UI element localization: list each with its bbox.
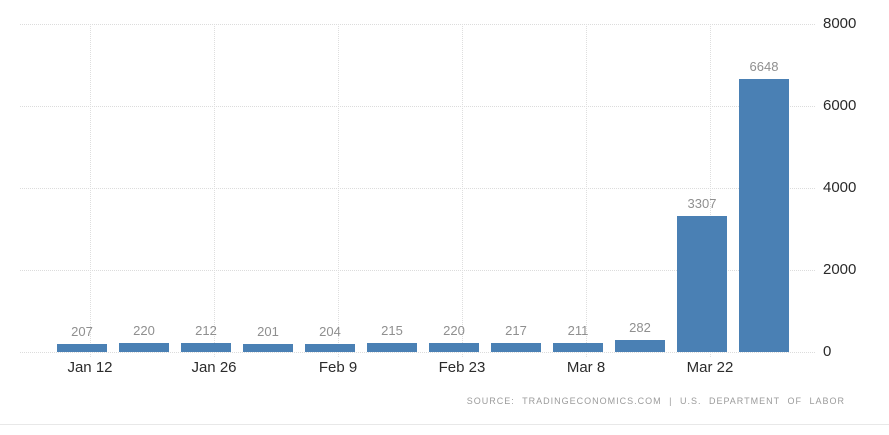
x-axis-label: Jan 12: [67, 359, 113, 376]
x-gridline: [214, 24, 215, 357]
bottom-divider: [0, 424, 889, 425]
y-gridline: [20, 352, 815, 353]
x-axis-label: Mar 8: [566, 359, 606, 376]
bar-value-label: 220: [443, 322, 465, 338]
bar: [739, 79, 789, 352]
bar-value-label: 207: [71, 323, 93, 339]
bar: [367, 343, 417, 352]
x-axis-label: Feb 23: [438, 359, 486, 376]
bar: [57, 343, 107, 352]
bar-value-label: 211: [567, 323, 589, 339]
x-axis-label: Jan 26: [191, 359, 237, 376]
bar-value-label: 212: [195, 323, 217, 339]
bar-value-label: 204: [319, 323, 341, 339]
y-axis-label: 8000: [823, 15, 857, 32]
bar: [429, 342, 479, 352]
bar: [243, 343, 293, 352]
x-axis-label: Feb 9: [318, 359, 358, 376]
y-axis-label: 2000: [823, 261, 857, 278]
bar: [305, 343, 355, 352]
bar-value-label: 220: [133, 322, 155, 338]
y-axis-label: 4000: [823, 179, 857, 196]
y-gridline: [20, 188, 815, 189]
bar: [181, 343, 231, 352]
x-gridline: [462, 24, 463, 357]
y-axis-label: 6000: [823, 97, 857, 114]
x-gridline: [586, 24, 587, 357]
y-gridline: [20, 106, 815, 107]
bar: [553, 343, 603, 352]
bar-value-label: 201: [257, 323, 279, 339]
bar-value-label: 6648: [749, 59, 779, 75]
x-gridline: [90, 24, 91, 357]
bar: [491, 343, 541, 352]
y-gridline: [20, 270, 815, 271]
bar-value-label: 217: [505, 323, 527, 339]
source-attribution: SOURCE: TRADINGECONOMICS.COM | U.S. DEPA…: [466, 396, 845, 406]
x-gridline: [710, 24, 711, 357]
x-gridline: [338, 24, 339, 357]
bar: [615, 340, 665, 352]
y-axis-label: 0: [823, 343, 832, 360]
bar-value-label: 215: [381, 323, 403, 339]
bar-value-label: 3307: [687, 196, 717, 212]
bar: [677, 216, 727, 352]
bar-value-label: 282: [629, 320, 651, 336]
y-gridline: [20, 24, 815, 25]
bar: [119, 342, 169, 352]
x-axis-label: Mar 22: [686, 359, 734, 376]
